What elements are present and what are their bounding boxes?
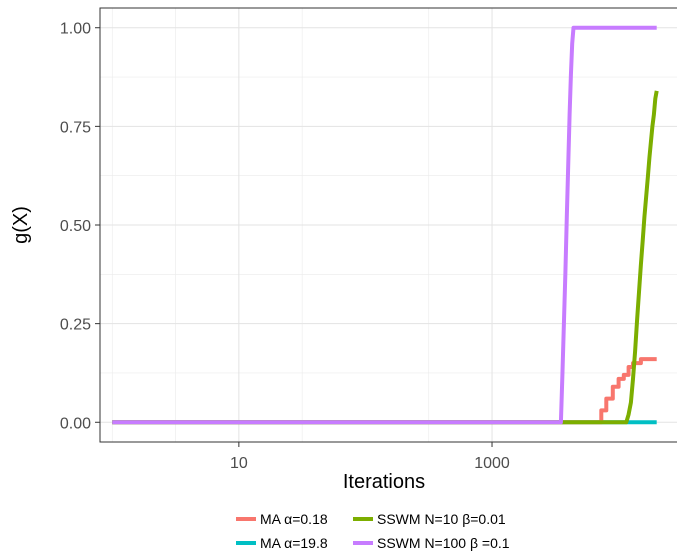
y-tick-label: 0.00 — [60, 415, 91, 432]
x-axis: 10 1000 — [230, 442, 510, 472]
series-line — [112, 25, 657, 425]
legend-label: MA α=19.8 — [260, 535, 328, 551]
y-axis-title: g(X) — [10, 206, 32, 244]
y-axis: 0.00 0.25 0.50 0.75 1.00 — [60, 21, 100, 432]
y-tick-label: 0.50 — [60, 218, 91, 235]
y-tick-label: 0.75 — [60, 119, 91, 136]
x-tick-label: 1000 — [474, 455, 510, 472]
series-lines — [112, 25, 659, 425]
legend: MA α=0.18 MA α=19.8 SSWM N=10 β=0.01 SSWM N… — [236, 511, 510, 551]
legend-label: MA α=0.18 — [260, 511, 328, 527]
legend-label: SSWM N=100 β =0.1 — [377, 535, 510, 551]
series-line — [112, 90, 659, 425]
x-tick-label: 10 — [230, 455, 248, 472]
legend-label: SSWM N=10 β=0.01 — [377, 511, 506, 527]
y-tick-label: 0.25 — [60, 317, 91, 334]
y-tick-label: 1.00 — [60, 21, 91, 38]
x-axis-title: Iterations — [343, 471, 425, 493]
